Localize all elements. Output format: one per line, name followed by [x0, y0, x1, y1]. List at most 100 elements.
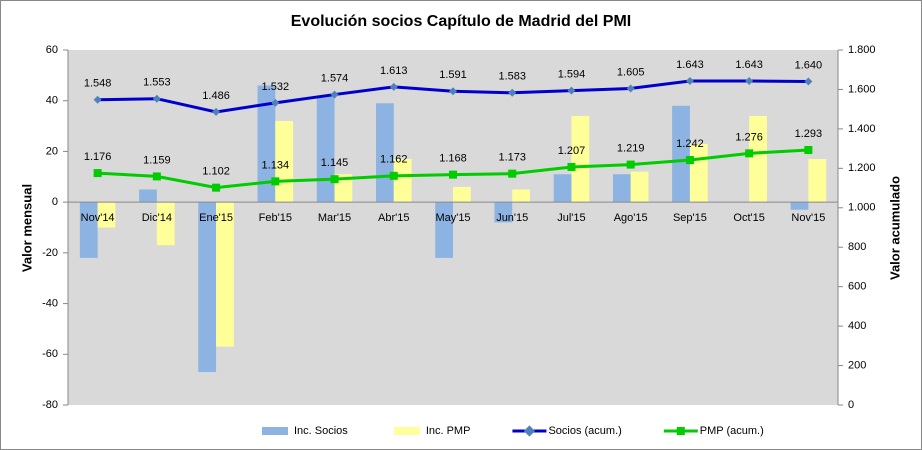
marker	[745, 76, 754, 85]
y-tick-label: 20	[46, 145, 58, 157]
data-label: 1.640	[795, 59, 823, 71]
data-label: 1.176	[84, 151, 112, 163]
y-tick-label: -80	[42, 399, 58, 411]
marker	[685, 156, 694, 165]
bar	[156, 202, 175, 246]
bar	[97, 202, 116, 228]
legend-marker	[676, 427, 685, 435]
bar	[672, 105, 690, 203]
marker	[152, 94, 161, 103]
legend-swatch	[393, 427, 420, 435]
legend-marker	[523, 425, 536, 437]
x-tick-label: Nov'14	[81, 212, 115, 224]
marker	[271, 98, 280, 107]
data-label: 1.591	[439, 69, 467, 81]
marker	[330, 175, 339, 184]
y2-tick-label: 0	[848, 399, 854, 411]
marker	[330, 90, 339, 99]
bar	[790, 202, 809, 210]
y2-tick-label: 1.600	[848, 83, 876, 95]
data-label: 1.486	[202, 90, 230, 102]
data-label: 1.574	[321, 72, 349, 84]
bar	[139, 189, 157, 203]
x-tick-label: Mar'15	[318, 212, 351, 224]
data-label: 1.643	[676, 59, 704, 71]
data-label: 1.605	[617, 66, 645, 78]
marker	[626, 84, 635, 93]
data-label: 1.594	[558, 69, 586, 81]
x-tick-label: Feb'15	[259, 212, 292, 224]
x-tick-label: Jun'15	[496, 212, 528, 224]
x-tick-label: Nov'15	[791, 212, 825, 224]
y2-tick-label: 400	[848, 320, 866, 332]
marker	[804, 145, 813, 154]
marker	[212, 107, 221, 116]
y-tick-label: 40	[46, 95, 58, 107]
data-label: 1.293	[795, 128, 823, 140]
marker	[93, 169, 102, 178]
bar	[257, 85, 276, 203]
data-label: 1.159	[143, 154, 171, 166]
data-label: 1.276	[735, 131, 763, 143]
bar	[79, 202, 98, 258]
x-tick-label: Abr'15	[378, 212, 409, 224]
x-tick-label: Dic'14	[142, 212, 172, 224]
marker	[389, 171, 398, 180]
x-tick-label: Ago'15	[614, 212, 648, 224]
bar	[512, 189, 530, 203]
bar	[198, 202, 217, 373]
bar	[808, 159, 827, 203]
bar	[630, 171, 649, 203]
y2-tick-label: 600	[848, 281, 866, 293]
y-tick-label: 0	[52, 196, 58, 208]
data-label: 1.242	[676, 138, 704, 150]
data-label: 1.173	[498, 152, 526, 164]
bar	[393, 159, 412, 203]
marker	[93, 95, 102, 104]
data-label: 1.532	[262, 81, 290, 93]
data-label: 1.548	[84, 78, 112, 90]
data-label: 1.613	[380, 65, 408, 77]
bar	[571, 115, 590, 203]
legend-label: Inc. Socios	[294, 425, 348, 437]
y2-tick-label: 1.200	[848, 162, 876, 174]
x-tick-label: Ene'15	[199, 212, 233, 224]
data-label: 1.134	[262, 159, 290, 171]
y2-tick-label: 1.000	[848, 202, 876, 214]
legend-label: Socios (acum.)	[548, 425, 621, 437]
marker	[685, 76, 694, 85]
data-label: 1.219	[617, 142, 645, 154]
marker	[745, 149, 754, 158]
data-label: 1.583	[498, 71, 526, 83]
bar	[453, 186, 471, 203]
bar	[376, 103, 394, 203]
marker	[567, 86, 576, 95]
bar	[334, 174, 353, 203]
legend-label: Inc. PMP	[426, 425, 471, 437]
y-tick-label: -40	[42, 297, 58, 309]
marker	[212, 183, 221, 192]
bar	[749, 115, 767, 203]
chart-title: Evolución socios Capítulo de Madrid del …	[291, 13, 631, 30]
data-label: 1.168	[439, 153, 467, 165]
data-label: 1.553	[143, 77, 171, 89]
bar	[316, 95, 335, 203]
marker	[508, 169, 517, 178]
bar	[494, 202, 513, 223]
marker	[804, 77, 813, 86]
marker	[449, 87, 457, 96]
data-label: 1.145	[321, 157, 349, 169]
y2-axis-title: Valor acumulado	[887, 176, 902, 280]
y2-tick-label: 1.400	[848, 123, 876, 135]
marker	[567, 162, 576, 171]
marker	[271, 177, 280, 186]
bar	[612, 174, 631, 203]
bar	[553, 174, 572, 203]
marker	[626, 160, 635, 169]
y2-tick-label: 200	[848, 359, 866, 371]
data-label: 1.207	[558, 145, 586, 157]
legend-swatch	[262, 427, 288, 435]
data-label: 1.643	[735, 59, 763, 71]
y-axis-title: Valor mensual	[19, 184, 34, 272]
